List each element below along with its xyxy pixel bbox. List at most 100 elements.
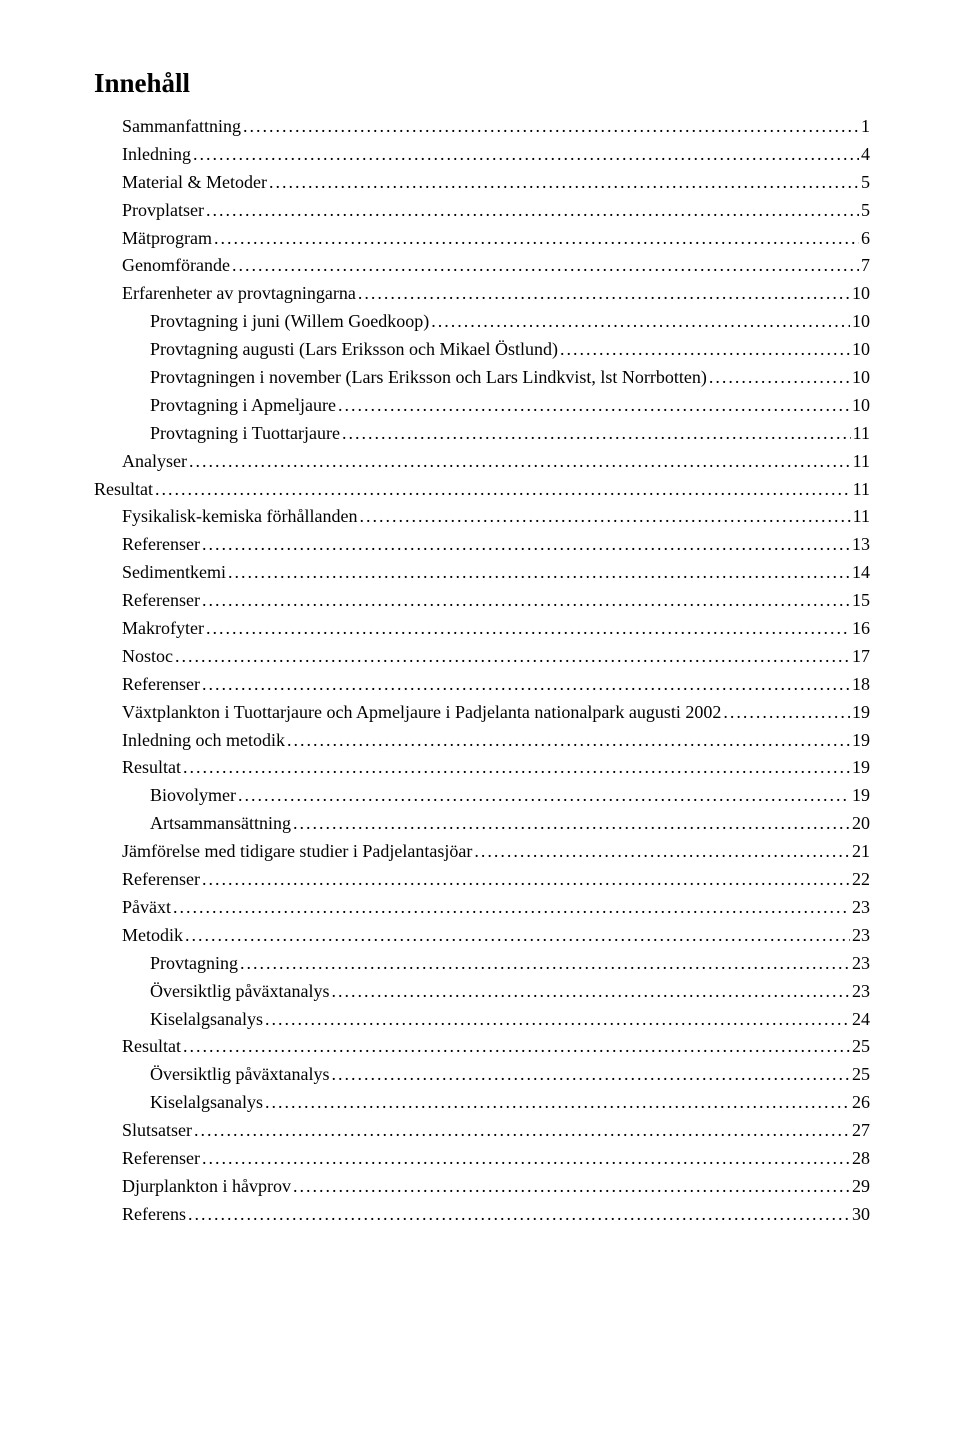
toc-entry-page: 10	[852, 280, 870, 308]
toc-entry-label: Provtagning i Tuottarjaure	[150, 420, 340, 448]
toc-entry-label: Översiktlig påväxtanalys	[150, 1061, 329, 1089]
toc-entry: Översiktlig påväxtanalys 25	[94, 1061, 870, 1089]
toc-leader-dots	[265, 1006, 850, 1034]
toc-entry-page: 15	[852, 587, 870, 615]
toc-entry: Mätprogram6	[94, 225, 870, 253]
toc-entry-page: 10	[852, 392, 870, 420]
toc-entry: Referenser15	[94, 587, 870, 615]
toc-leader-dots	[206, 615, 850, 643]
toc-entry-page: 19	[852, 727, 870, 755]
toc-entry-page: 18	[852, 671, 870, 699]
toc-entry: Referenser 13	[94, 531, 870, 559]
toc-leader-dots	[185, 922, 850, 950]
toc-entry-page: 20	[852, 810, 870, 838]
toc-entry-page: 11	[853, 420, 870, 448]
toc-entry: Material & Metoder 5	[94, 169, 870, 197]
toc-entry-label: Analyser	[122, 448, 187, 476]
toc-entry-label: Material & Metoder	[122, 169, 267, 197]
toc-leader-dots	[293, 1173, 850, 1201]
toc-entry: Makrofyter16	[94, 615, 870, 643]
toc-entry: Resultat11	[94, 476, 870, 504]
toc-entry-page: 11	[853, 476, 870, 504]
toc-entry-page: 14	[852, 559, 870, 587]
toc-entry-label: Mätprogram	[122, 225, 212, 253]
toc-entry: Referens30	[94, 1201, 870, 1229]
toc-leader-dots	[175, 643, 850, 671]
toc-leader-dots	[331, 1061, 850, 1089]
toc-leader-dots	[193, 141, 859, 169]
toc-entry-page: 23	[852, 950, 870, 978]
toc-entry-label: Nostoc	[122, 643, 173, 671]
toc-entry-label: Metodik	[122, 922, 183, 950]
toc-entry-label: Provtagning augusti (Lars Eriksson och M…	[150, 336, 558, 364]
toc-entry-page: 25	[852, 1033, 870, 1061]
toc-entry: Resultat 25	[94, 1033, 870, 1061]
toc-entry-label: Artsammansättning	[150, 810, 291, 838]
toc-leader-dots	[188, 1201, 850, 1229]
toc-leader-dots	[240, 950, 850, 978]
toc-entry-page: 1	[861, 113, 870, 141]
toc-entry-page: 11	[853, 503, 870, 531]
toc-leader-dots	[202, 1145, 850, 1173]
toc-leader-dots	[269, 169, 859, 197]
toc-entry-page: 19	[852, 699, 870, 727]
toc-entry: Artsammansättning 20	[94, 810, 870, 838]
toc-entry: Provtagning augusti (Lars Eriksson och M…	[94, 336, 870, 364]
toc-leader-dots	[358, 280, 850, 308]
toc-leader-dots	[265, 1089, 850, 1117]
toc-entry: Påväxt23	[94, 894, 870, 922]
toc-entry: Fysikalisk-kemiska förhållanden 11	[94, 503, 870, 531]
toc-entry-page: 10	[852, 336, 870, 364]
toc-entry-page: 26	[852, 1089, 870, 1117]
toc-entry-label: Resultat	[122, 754, 181, 782]
toc-entry-label: Resultat	[122, 1033, 181, 1061]
toc-leader-dots	[243, 113, 859, 141]
toc-entry-label: Referenser	[122, 671, 200, 699]
toc-entry-label: Översiktlig påväxtanalys	[150, 978, 329, 1006]
toc-entry: Djurplankton i håvprov 29	[94, 1173, 870, 1201]
toc-entry-page: 17	[852, 643, 870, 671]
toc-entry-label: Genomförande	[122, 252, 230, 280]
toc-entry: Provtagning i Tuottarjaure 11	[94, 420, 870, 448]
toc-entry-label: Djurplankton i håvprov	[122, 1173, 291, 1201]
toc-leader-dots	[232, 252, 859, 280]
toc-entry-page: 27	[852, 1117, 870, 1145]
toc-entry-label: Provtagning i Apmeljaure	[150, 392, 336, 420]
toc-entry-page: 5	[861, 169, 870, 197]
toc-leader-dots	[202, 587, 850, 615]
toc-entry-page: 23	[852, 894, 870, 922]
toc-leader-dots	[287, 727, 850, 755]
toc-entry: Provtagning23	[94, 950, 870, 978]
toc-entry: Biovolymer19	[94, 782, 870, 810]
toc-list: Sammanfattning1Inledning4Material & Meto…	[94, 113, 870, 1229]
toc-leader-dots	[155, 476, 851, 504]
toc-entry-page: 22	[852, 866, 870, 894]
toc-entry-page: 29	[852, 1173, 870, 1201]
toc-leader-dots	[331, 978, 850, 1006]
toc-entry-page: 5	[861, 197, 870, 225]
toc-entry-page: 23	[852, 922, 870, 950]
toc-entry-label: Provtagning i juni (Willem Goedkoop)	[150, 308, 429, 336]
toc-entry-label: Referenser	[122, 531, 200, 559]
toc-entry: Metodik 23	[94, 922, 870, 950]
toc-leader-dots	[359, 503, 850, 531]
toc-leader-dots	[214, 225, 859, 253]
toc-entry: Referenser28	[94, 1145, 870, 1173]
toc-entry-page: 24	[852, 1006, 870, 1034]
toc-entry: Sammanfattning1	[94, 113, 870, 141]
toc-entry-page: 25	[852, 1061, 870, 1089]
toc-entry-label: Referenser	[122, 866, 200, 894]
toc-leader-dots	[173, 894, 850, 922]
toc-entry-page: 4	[861, 141, 870, 169]
toc-entry-page: 19	[852, 754, 870, 782]
toc-entry-page: 16	[852, 615, 870, 643]
toc-entry-page: 10	[852, 308, 870, 336]
toc-entry: Översiktlig påväxtanalys23	[94, 978, 870, 1006]
toc-leader-dots	[189, 448, 851, 476]
toc-entry-page: 13	[852, 531, 870, 559]
toc-entry-label: Referens	[122, 1201, 186, 1229]
toc-entry: Provtagningen i november (Lars Eriksson …	[94, 364, 870, 392]
toc-entry-label: Kiselalgsanalys	[150, 1006, 263, 1034]
toc-entry: Inledning och metodik19	[94, 727, 870, 755]
toc-entry-label: Fysikalisk-kemiska förhållanden	[122, 503, 357, 531]
